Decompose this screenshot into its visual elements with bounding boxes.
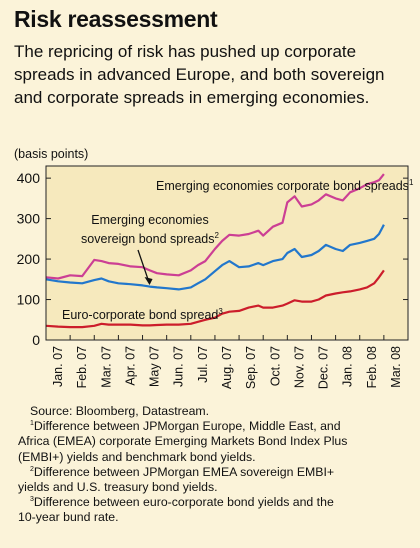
x-tick-label: Feb. 07 <box>75 346 89 388</box>
x-tick-label: Apr. 07 <box>123 346 137 386</box>
series-line-2 <box>45 224 385 291</box>
unit-label: (basis points) <box>14 147 89 161</box>
series-label-1: Emerging economies corporate bond spread… <box>156 178 414 193</box>
x-tick-label: Jan. 08 <box>341 346 355 387</box>
x-tick-label: Sep. 07 <box>244 346 258 389</box>
footnote-3: 3Difference between euro-corporate bond … <box>30 495 334 510</box>
footnote-1: 1Difference between JPMorgan Europe, Mid… <box>30 419 341 434</box>
series-label-3: Euro-corporate bond spread3 <box>62 307 223 322</box>
y-tick-label: 0 <box>32 332 40 348</box>
plot-frame <box>45 165 409 341</box>
x-tick-label: Feb. 08 <box>365 346 379 388</box>
x-tick-label: Nov. 07 <box>292 346 306 388</box>
line-chart: 0 100 200 300 400 Jan. 07 Feb. 07 Mar. 07 Apr. 0… <box>17 165 414 389</box>
chart-subtitle: The repricing of risk has pushed up corp… <box>14 42 385 107</box>
series-label-2-line1: Emerging economies <box>91 213 208 227</box>
series-label-2-arrow <box>137 249 150 282</box>
footnote-3-cont: 10-year bund rate. <box>18 510 119 525</box>
y-tick-label: 400 <box>17 170 41 186</box>
y-tick-label: 200 <box>17 251 41 267</box>
source-note: Source: Bloomberg, Datastream. <box>30 404 210 418</box>
series-line-3 <box>45 269 385 329</box>
x-tick-label: Mar. 08 <box>389 346 403 388</box>
footnote-1-cont: Africa (EMEA) corporate Emerging Markets… <box>18 434 348 449</box>
series-label-2-line2: sovereign bond spreads2 <box>81 231 219 246</box>
x-tick-label: Jan. 07 <box>51 346 65 387</box>
x-tick-label: Jul. 07 <box>196 346 210 383</box>
x-tick-label: Dec. 07 <box>317 346 331 389</box>
y-tick-label: 300 <box>17 211 41 227</box>
chart-notes: Source: Bloomberg, Datastream. 1Differen… <box>18 404 408 526</box>
footnote-2: 2Difference between JPMorgan EMEA sovere… <box>30 464 335 479</box>
x-tick-label: Mar. 07 <box>99 346 113 388</box>
footnote-1-cont2: (EMBI+) yields and benchmark bond yields… <box>18 449 256 464</box>
y-tick-label: 100 <box>17 292 41 308</box>
x-tick-label: Oct. 07 <box>268 346 282 386</box>
series-label-2-arrowhead <box>144 276 153 285</box>
footnote-2-cont: yields and U.S. treasury bond yields. <box>18 480 218 495</box>
x-tick-label: Aug. 07 <box>220 346 234 389</box>
chart-title: Risk reassessment <box>14 6 218 32</box>
x-tick-label: Jun. 07 <box>172 346 186 387</box>
x-tick-label: May 07 <box>148 346 162 387</box>
series-line-1 <box>45 173 385 280</box>
